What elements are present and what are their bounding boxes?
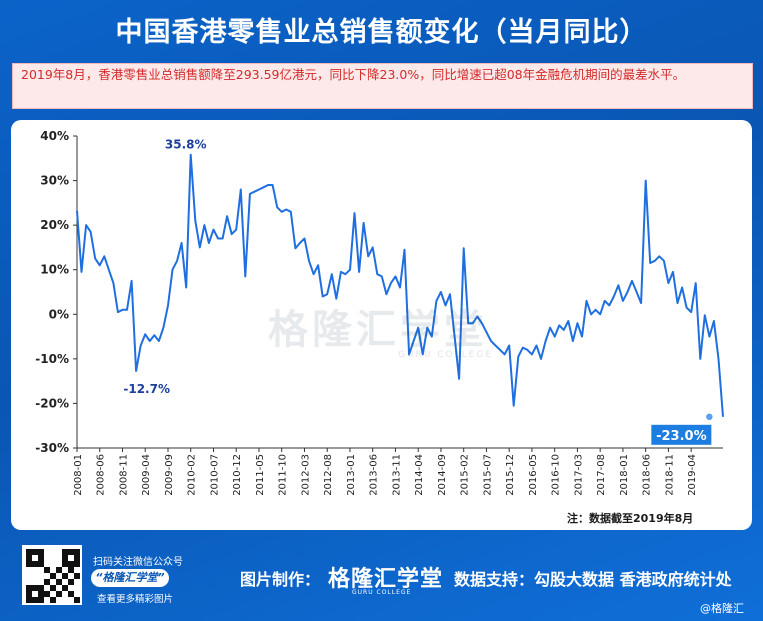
x-tick-label: 2013-11 (391, 454, 402, 496)
qr-cell (26, 597, 32, 603)
qr-cell (38, 561, 44, 567)
qr-cell (68, 549, 74, 555)
page-title: 中国香港零售业总销售额变化（当月同比） (115, 17, 648, 48)
qr-cell (38, 555, 44, 561)
x-tick-label: 2015-07 (482, 454, 493, 496)
qr-caption: 扫码关注微信公众号 (93, 557, 183, 568)
qr-cell (38, 549, 44, 555)
qr-cell (26, 591, 32, 597)
qr-cell (68, 579, 74, 585)
x-tick-label: 2012-03 (300, 454, 311, 496)
x-tick-label: 2013-06 (369, 454, 380, 496)
y-tick-label: 10% (40, 263, 69, 277)
qr-cell (62, 555, 68, 561)
watermark: 格隆汇学堂 (268, 307, 488, 353)
data-label-max: 35.8% (165, 138, 207, 152)
qr-code (22, 545, 82, 605)
qr-cell (62, 561, 68, 567)
x-tick-label: 2012-08 (323, 454, 334, 496)
qr-cell (32, 561, 38, 567)
qr-cell (68, 567, 74, 573)
x-tick-label: 2016-05 (528, 454, 539, 496)
x-tick-label: 2010-12 (232, 454, 243, 496)
qr-cell (26, 555, 32, 561)
qr-cell (56, 567, 62, 573)
x-tick-label: 2008-06 (96, 454, 107, 496)
x-tick-label: 2015-12 (505, 454, 516, 496)
qr-cell (74, 597, 80, 603)
x-tick-label: 2009-04 (141, 454, 152, 496)
x-tick-label: 2018-11 (664, 454, 675, 496)
y-tick-label: -30% (35, 441, 69, 455)
x-tick-label: 2018-01 (619, 454, 630, 496)
y-tick-label: 20% (40, 218, 69, 232)
qr-account-name: “格隆汇学堂” (91, 569, 169, 587)
x-tick-label: 2013-01 (346, 454, 357, 496)
y-tick-label: -10% (35, 352, 69, 366)
last-point (704, 412, 715, 422)
x-tick-label: 2014-04 (414, 454, 425, 496)
qr-cell (44, 591, 50, 597)
qr-cell (26, 561, 32, 567)
x-tick-label: 2018-06 (642, 454, 653, 496)
qr-cell (50, 585, 56, 591)
x-tick-label: 2017-08 (596, 454, 607, 496)
summary-note: 2019年8月，香港零售业总销售额降至293.59亿港元，同比下降23.0%，同… (12, 63, 753, 109)
x-tick-label: 2015-02 (460, 454, 471, 496)
x-tick-label: 2010-02 (187, 454, 198, 496)
x-tick-label: 2009-09 (164, 454, 175, 496)
x-tick-label: 2017-03 (573, 454, 584, 496)
chart-panel: 40% 30% 20% 10% 0% -10% -20% -30% 2008-01 2008-06… (11, 120, 752, 530)
qr-cell (50, 597, 56, 603)
series-line (76, 153, 724, 417)
qr-cell (62, 573, 68, 579)
brand-logo: 格隆汇学堂 (328, 567, 444, 592)
x-tick-label: 2019-04 (687, 454, 698, 496)
qr-cell (62, 585, 68, 591)
data-label-last: -23.0% (656, 429, 707, 444)
last-label-box (651, 424, 712, 445)
brand-logo-sub: GURU COLLEGE (352, 589, 412, 596)
qr-cell (38, 591, 44, 597)
qr-cell (74, 561, 80, 567)
qr-cell (74, 573, 80, 579)
qr-cell (74, 549, 80, 555)
x-tick-label: 2014-09 (437, 454, 448, 496)
qr-cell (62, 549, 68, 555)
x-tick-label: 2010-07 (209, 454, 220, 496)
qr-cell (38, 585, 44, 591)
data-label-min: -12.7% (123, 382, 170, 396)
qr-cell (26, 585, 32, 591)
qr-cell (32, 585, 38, 591)
data-source: 数据支持：勾股大数据 香港政府统计处 (454, 570, 732, 589)
qr-cell (68, 561, 74, 567)
x-tick-label: 2016-10 (551, 454, 562, 496)
watermark-sub: GURU COLLEGE (398, 350, 494, 360)
qr-cell (44, 567, 50, 573)
y-tick-label: -20% (35, 396, 69, 410)
y-tick-label: 0% (49, 307, 69, 321)
qr-cell (50, 573, 56, 579)
qr-subcaption: 查看更多精彩图片 (97, 594, 174, 605)
qr-cell (74, 555, 80, 561)
qr-cell (56, 579, 62, 585)
qr-cell (56, 591, 62, 597)
corner-credit: @格隆汇 (700, 602, 744, 615)
qr-cell (26, 549, 32, 555)
line-chart: 40% 30% 20% 10% 0% -10% -20% -30% 2008-01 2008-06… (35, 129, 724, 496)
qr-cell (68, 591, 74, 597)
x-tick-label: 2008-01 (73, 454, 84, 496)
qr-cell (44, 579, 50, 585)
y-tick-label: 30% (40, 174, 69, 188)
x-tick-label: 2011-10 (278, 454, 289, 496)
qr-cell (38, 597, 44, 603)
data-footnote: 注：数据截至2019年8月 (567, 512, 694, 525)
qr-cell (32, 549, 38, 555)
qr-cell (32, 597, 38, 603)
x-tick-label: 2008-11 (118, 454, 129, 496)
x-tick-label: 2011-05 (255, 454, 266, 496)
maker-label: 图片制作： (240, 570, 321, 589)
y-tick-label: 40% (40, 129, 69, 143)
